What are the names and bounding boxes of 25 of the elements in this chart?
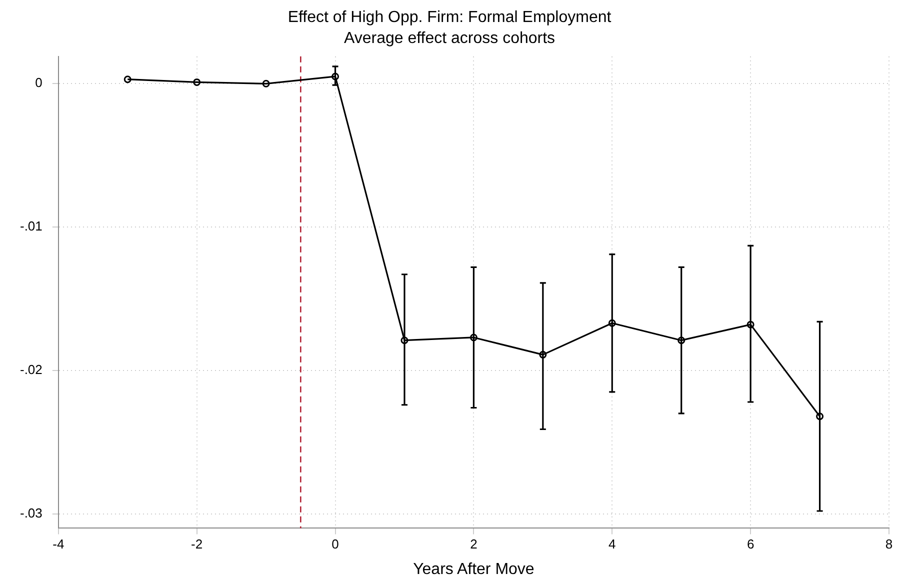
x-tick-label: 2 xyxy=(470,536,478,552)
x-tick-label: -2 xyxy=(191,536,203,552)
x-axis-title: Years After Move xyxy=(413,560,534,578)
point xyxy=(816,412,824,420)
point xyxy=(262,80,270,88)
x-tick-label: 0 xyxy=(332,536,339,552)
x-tick-label: 4 xyxy=(608,536,616,552)
point xyxy=(332,72,340,80)
chart-title: Effect of High Opp. Firm: Formal Employment xyxy=(288,9,612,26)
y-tick-label: 0 xyxy=(35,75,42,90)
y-tick-label: -.01 xyxy=(20,218,42,234)
x-tick-label: -4 xyxy=(52,536,64,552)
point xyxy=(608,319,616,327)
point xyxy=(193,78,201,86)
y-tick-label: -.03 xyxy=(20,505,42,520)
point xyxy=(539,350,547,358)
chart-subtitle: Average effect across cohorts xyxy=(344,30,556,48)
x-tick-label: 8 xyxy=(885,536,893,552)
point xyxy=(678,336,686,344)
y-tick-label: -.02 xyxy=(20,362,42,378)
x-tick-label: 6 xyxy=(746,536,754,552)
point xyxy=(746,320,754,328)
point xyxy=(470,334,478,342)
point xyxy=(124,76,132,84)
point xyxy=(400,336,408,344)
